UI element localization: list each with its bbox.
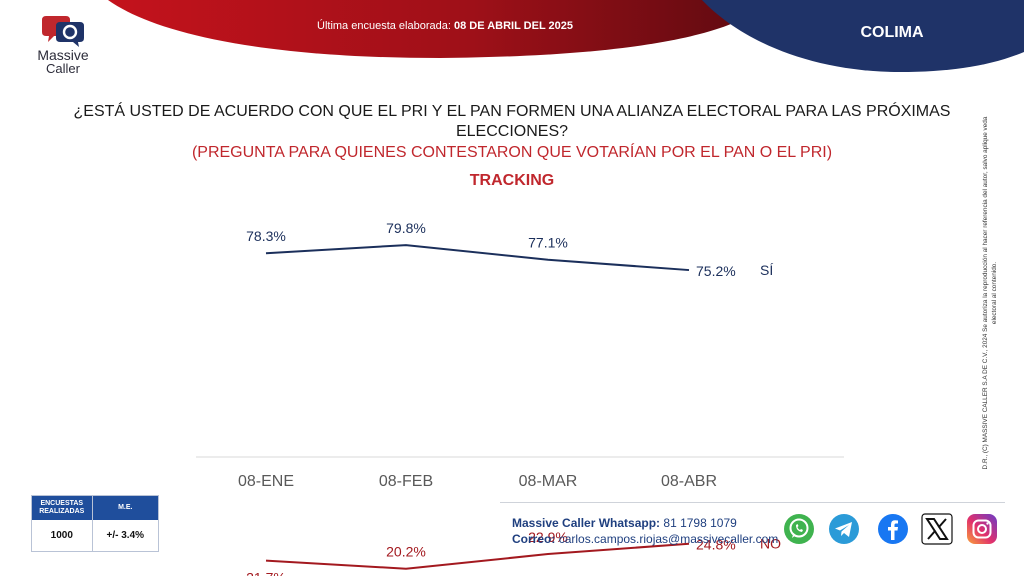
surveys-value: 1000 <box>32 520 93 551</box>
data-label-0-3: 75.2% <box>696 263 736 279</box>
sub-question-text: (PREGUNTA PARA QUIENES CONTESTARON QUE V… <box>191 144 833 161</box>
contact-whatsapp: Massive Caller Whatsapp: 81 1798 1079 <box>512 516 737 530</box>
me-value: +/- 3.4% <box>106 530 145 541</box>
data-label-0-1: 79.8% <box>386 220 426 236</box>
data-label-1-3: 24.8% <box>696 537 736 553</box>
chart-title: TRACKING <box>469 172 555 189</box>
header-background <box>108 0 1024 72</box>
email-value[interactable]: carlos.campos.riojas@massivecaller.com <box>558 532 779 546</box>
question-text: ¿ESTÁ USTED DE ACUERDO CON QUE EL PRI Y … <box>73 103 951 140</box>
header-surveys: ENCUESTAS REALIZADAS <box>32 496 93 520</box>
sample-table: ENCUESTAS REALIZADAS M.E. 1000 +/- 3.4% <box>31 495 159 552</box>
data-label-1-1: 20.2% <box>386 544 426 560</box>
x-icon[interactable] <box>921 513 953 545</box>
region-label: COLIMA <box>860 24 924 41</box>
instagram-icon[interactable] <box>966 513 998 545</box>
contact-divider <box>500 502 1005 503</box>
series-line-0 <box>265 244 690 272</box>
data-label-0-0: 78.3% <box>246 228 286 244</box>
data-label-0-2: 77.1% <box>528 235 568 251</box>
massive-caller-logo-icon <box>42 16 84 47</box>
telegram-icon[interactable] <box>828 513 860 545</box>
logo-line1: Massive <box>37 47 89 63</box>
header-red-band <box>108 0 770 58</box>
email-label: Correo: <box>512 532 556 546</box>
data-label-1-0: 21.7% <box>246 570 286 576</box>
header-me: M.E. <box>118 504 133 511</box>
series-name-1: NO <box>760 536 781 552</box>
x-tick-label-1: 08-FEB <box>379 473 433 490</box>
copyright-note: D.R., (C) MASSIVE CALLER S.A DE C.V., 20… <box>982 116 998 470</box>
last-survey-date: 08 DE ABRIL DEL 2025 <box>453 20 573 32</box>
whatsapp-label: Massive Caller Whatsapp: <box>512 516 661 530</box>
x-tick-label-2: 08-MAR <box>519 473 578 490</box>
last-survey-info: Última encuesta elaborada: 08 DE ABRIL D… <box>300 20 590 32</box>
whatsapp-number: 81 1798 1079 <box>663 516 737 530</box>
series-line-1 <box>265 542 690 570</box>
x-tick-label-0: 08-ENE <box>238 473 294 490</box>
logo-wordmark: Massive Caller <box>28 48 98 76</box>
facebook-icon[interactable] <box>877 513 909 545</box>
series-name-0: SÍ <box>760 262 773 278</box>
last-survey-label: Última encuesta elaborada: <box>317 20 451 32</box>
contact-email: Correo: carlos.campos.riojas@massivecall… <box>512 532 778 546</box>
x-tick-label-3: 08-ABR <box>661 473 717 490</box>
whatsapp-icon[interactable] <box>783 513 815 545</box>
header-navy-band <box>702 0 1024 72</box>
data-label-1-2: 22.9% <box>528 529 568 545</box>
logo-line2: Caller <box>46 61 80 76</box>
